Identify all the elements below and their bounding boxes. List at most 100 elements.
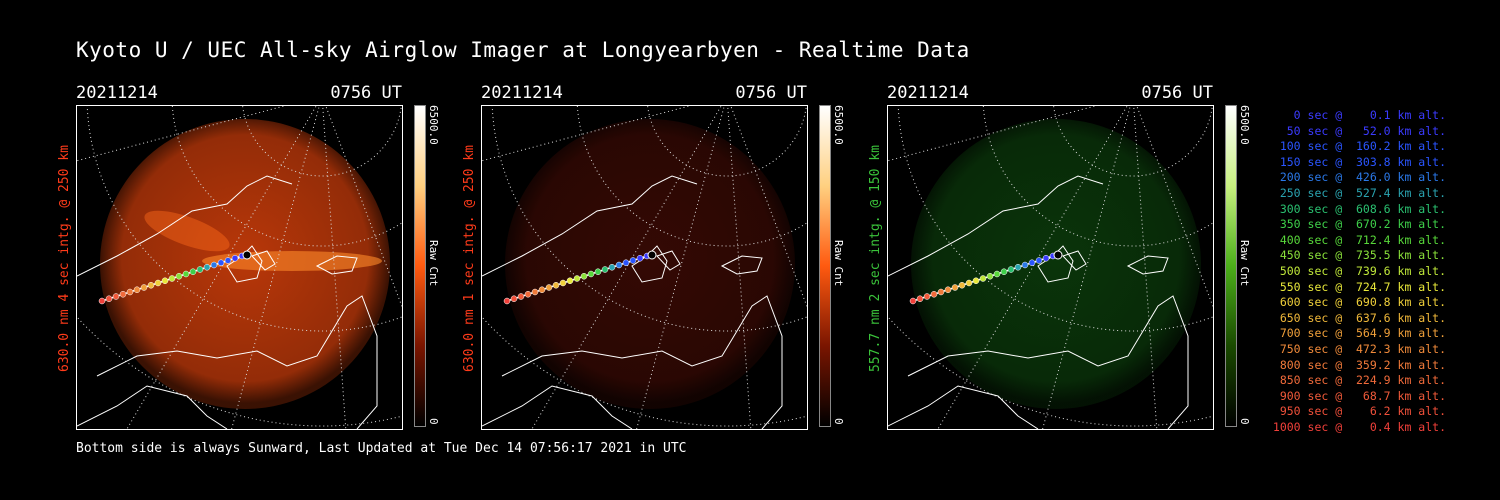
trajectory-point	[615, 261, 623, 269]
trajectory-point	[993, 270, 1001, 278]
legend-row: 750 sec @ 472.3 km alt.	[1279, 341, 1446, 356]
trajectory-point	[944, 286, 952, 293]
legend-row: 0 sec @ 0.1 km alt.	[1293, 108, 1446, 122]
trajectory-point	[119, 291, 127, 298]
trajectory-point	[196, 266, 204, 273]
colorbar-unit: Raw Cnt	[832, 240, 845, 287]
trajectory-point	[937, 288, 945, 296]
trajectory-point	[140, 284, 148, 291]
colorbar-unit: Raw Cnt	[427, 240, 440, 287]
panel-time: 0756 UT	[735, 83, 807, 103]
legend-row: 350 sec @ 670.2 km alt.	[1279, 217, 1446, 232]
airglow-image	[481, 105, 808, 430]
airglow-image	[887, 105, 1214, 430]
trajectory-point	[580, 273, 588, 280]
trajectory-point	[601, 266, 609, 273]
trajectory-point	[189, 268, 197, 275]
trajectory-point	[1000, 268, 1008, 275]
trajectory-point	[1007, 266, 1015, 273]
legend-row: 200 sec @ 426.0 km alt.	[1279, 170, 1446, 185]
trajectory-point	[1021, 261, 1029, 269]
colorbar-min: 0	[427, 418, 440, 425]
trajectory-point	[531, 288, 539, 296]
footer-note: Bottom side is always Sunward, Last Upda…	[76, 441, 687, 456]
trajectory-point	[559, 279, 567, 287]
trajectory-point	[538, 286, 546, 293]
trajectory-point	[545, 284, 553, 291]
trajectory-point	[503, 297, 511, 305]
trajectory-point	[951, 284, 959, 291]
trajectory-point	[566, 277, 574, 284]
legend-row: 150 sec @ 303.8 km alt.	[1279, 154, 1446, 169]
trajectory-point	[510, 295, 518, 302]
trajectory-legend: 0 sec @ 0.1 km alt. 50 sec @ 52.0 km alt.…	[1270, 108, 1446, 435]
legend-row: 1000 sec @ 0.4 km alt.	[1272, 419, 1446, 434]
trajectory-point	[105, 295, 113, 302]
trajectory-point	[916, 295, 924, 302]
legend-row: 50 sec @ 52.0 km alt.	[1286, 123, 1446, 138]
red-airglow-image	[482, 106, 807, 429]
legend-row: 900 sec @ 68.7 km alt.	[1279, 388, 1446, 403]
trajectory-point	[217, 259, 225, 266]
trajectory-point	[930, 291, 938, 298]
trajectory-point	[1028, 259, 1036, 266]
colorbar	[1225, 105, 1237, 427]
trajectory-point	[231, 255, 239, 262]
legend-row: 650 sec @ 637.6 km alt.	[1279, 310, 1446, 325]
trajectory-point	[224, 257, 232, 264]
trajectory-point	[161, 277, 169, 284]
trajectory-point	[98, 297, 106, 305]
page-title: Kyoto U / UEC All-sky Airglow Imager at …	[76, 38, 970, 62]
colorbar-min: 0	[832, 418, 845, 425]
trajectory-point	[958, 282, 966, 289]
colorbar-max: 6500.0	[1238, 105, 1251, 145]
trajectory-point	[168, 275, 176, 282]
airglow-image	[76, 105, 403, 430]
legend-row: 500 sec @ 739.6 km alt.	[1279, 263, 1446, 278]
colorbar-max: 6500.0	[427, 105, 440, 145]
colorbar-unit: Raw Cnt	[1238, 240, 1251, 287]
legend-row: 950 sec @ 6.2 km alt.	[1279, 404, 1446, 419]
legend-row: 450 sec @ 735.5 km alt.	[1279, 248, 1446, 263]
trajectory-point	[1014, 264, 1022, 271]
trajectory-point	[182, 270, 190, 278]
panel-ylabel: 557.7 nm 2 sec intg. @ 150 km	[868, 145, 883, 372]
trajectory-point	[517, 293, 525, 300]
colorbar	[819, 105, 831, 427]
trajectory-point	[608, 264, 616, 271]
trajectory-point	[203, 264, 211, 271]
green-airglow-image	[888, 106, 1213, 429]
trajectory-point	[629, 257, 637, 264]
trajectory-point	[587, 270, 595, 278]
trajectory-point	[909, 297, 917, 305]
trajectory-point	[972, 277, 980, 284]
colorbar	[414, 105, 426, 427]
red-airglow-image	[77, 106, 402, 429]
trajectory-point	[552, 282, 560, 289]
trajectory-point	[112, 293, 120, 300]
legend-row: 800 sec @ 359.2 km alt.	[1279, 357, 1446, 372]
panel-date: 20211214	[887, 83, 969, 103]
trajectory-point	[636, 255, 644, 262]
trajectory-point	[126, 288, 134, 296]
trajectory-point	[965, 279, 973, 287]
trajectory-point	[594, 268, 602, 275]
trajectory-point	[175, 273, 183, 280]
trajectory-point	[154, 279, 162, 287]
legend-row: 400 sec @ 712.4 km alt.	[1279, 232, 1446, 247]
panel-date: 20211214	[76, 83, 158, 103]
trajectory-point	[573, 275, 581, 282]
panel-ylabel: 630.0 nm 1 sec intg. @ 250 km	[462, 145, 477, 372]
trajectory-point	[1035, 257, 1043, 264]
trajectory-point	[1042, 255, 1050, 262]
trajectory-point	[210, 261, 218, 269]
panel-date: 20211214	[481, 83, 563, 103]
legend-row: 700 sec @ 564.9 km alt.	[1279, 326, 1446, 341]
legend-row: 600 sec @ 690.8 km alt.	[1279, 295, 1446, 310]
trajectory-point	[622, 259, 630, 266]
colorbar-max: 6500.0	[832, 105, 845, 145]
trajectory-point	[923, 293, 931, 300]
trajectory-point	[986, 273, 994, 280]
colorbar-min: 0	[1238, 418, 1251, 425]
legend-row: 300 sec @ 608.6 km alt.	[1279, 201, 1446, 216]
